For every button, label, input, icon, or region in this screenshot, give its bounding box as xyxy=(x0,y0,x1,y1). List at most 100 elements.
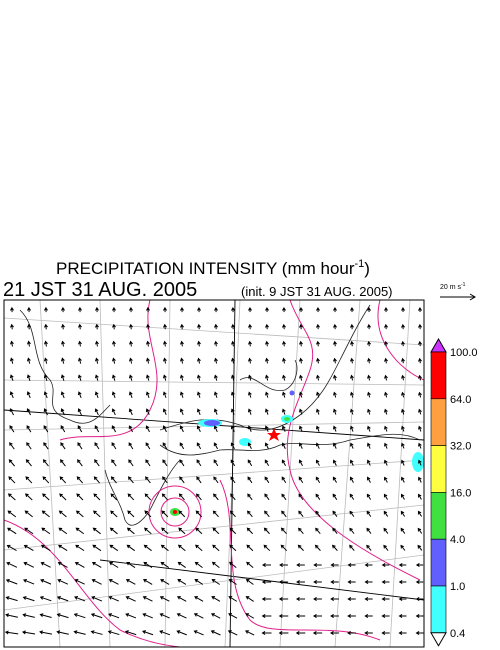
wind-arrow xyxy=(281,425,286,432)
wind-arrow xyxy=(212,510,219,518)
wind-arrow xyxy=(366,459,371,466)
wind-arrow xyxy=(349,544,355,551)
wind-arrow xyxy=(110,493,118,501)
wind-arrow xyxy=(228,578,237,585)
wind-arrow xyxy=(401,340,405,347)
wind-arrow xyxy=(316,374,320,381)
wind-arrow xyxy=(264,459,270,467)
wind-arrow xyxy=(330,580,339,584)
wind-arrow xyxy=(231,306,235,313)
wind-arrow xyxy=(58,510,67,518)
wind-arrow xyxy=(401,442,405,449)
wind-arrow xyxy=(61,340,65,347)
wind-arrow xyxy=(212,544,220,552)
wind-arrow xyxy=(298,442,303,449)
wind-arrow xyxy=(247,442,252,450)
wind-arrow xyxy=(248,374,252,381)
wind-arrow xyxy=(159,613,170,619)
wind-arrow xyxy=(179,408,184,415)
wind-arrow xyxy=(109,561,119,568)
wind-arrow xyxy=(415,631,424,635)
wind-arrow xyxy=(60,391,65,399)
wind-arrow xyxy=(332,527,338,534)
wind-arrow xyxy=(43,391,48,399)
wind-arrow xyxy=(94,391,99,399)
wind-arrow xyxy=(108,578,119,585)
wind-arrow xyxy=(229,510,236,518)
colorbar-label: 16.0 xyxy=(450,487,471,499)
wind-arrow xyxy=(417,510,422,517)
wind-arrow xyxy=(8,459,16,467)
wind-arrow xyxy=(10,340,14,347)
wind-arrow xyxy=(415,597,424,601)
wind-arrow xyxy=(61,323,65,330)
wind-arrow xyxy=(111,374,116,381)
wind-arrow xyxy=(295,614,306,618)
reference-label: 20 m s-1 xyxy=(440,282,466,291)
wind-arrow xyxy=(128,459,134,467)
wind-arrow xyxy=(350,425,354,432)
wind-arrow xyxy=(296,580,305,584)
wind-arrow xyxy=(229,544,237,552)
wind-arrow xyxy=(195,544,203,552)
wind-arrow xyxy=(264,391,269,398)
wind-arrow xyxy=(111,442,117,450)
wind-arrow xyxy=(367,374,371,381)
wind-arrow xyxy=(159,630,171,636)
wind-arrow xyxy=(401,357,405,364)
wind-arrow xyxy=(401,425,405,432)
wind-arrow xyxy=(282,357,286,364)
wind-arrow xyxy=(6,561,18,568)
colorbar-segment xyxy=(430,492,447,540)
wind-arrow xyxy=(25,459,32,467)
wind-arrow xyxy=(315,510,321,518)
wind-arrow xyxy=(9,357,14,364)
wind-arrow xyxy=(60,357,65,364)
wind-arrow xyxy=(315,408,320,415)
wind-arrow xyxy=(400,510,406,517)
wind-arrow xyxy=(163,340,167,347)
reference-exponent: -1 xyxy=(461,282,466,288)
wind-arrow xyxy=(193,613,204,619)
wind-arrow xyxy=(230,476,236,484)
wind-arrow xyxy=(74,596,86,602)
wind-arrow xyxy=(213,493,219,501)
wind-arrow xyxy=(92,527,101,535)
wind-arrow xyxy=(24,510,33,518)
wind-arrow xyxy=(59,493,67,501)
wind-arrow xyxy=(194,561,203,569)
wind-arrow xyxy=(364,597,373,601)
wind-arrow xyxy=(347,631,356,635)
colorbar-label: 1.0 xyxy=(450,581,465,593)
wind-arrow xyxy=(366,493,372,500)
wind-arrow xyxy=(197,323,201,330)
wind-arrow xyxy=(144,493,152,501)
wind-arrow xyxy=(366,442,371,449)
wind-arrow xyxy=(162,476,168,484)
wind-arrow xyxy=(350,374,354,381)
wind-arrow xyxy=(56,596,69,602)
wind-arrow xyxy=(43,442,49,450)
wind-arrow xyxy=(40,578,52,585)
wind-arrow xyxy=(179,442,185,450)
wind-arrow xyxy=(278,580,289,584)
wind-arrow xyxy=(110,510,118,518)
wind-arrow xyxy=(281,493,287,501)
wind-arrow xyxy=(179,425,184,433)
wind-arrow xyxy=(112,306,116,313)
wind-arrow xyxy=(332,425,337,432)
wind-arrow xyxy=(383,510,389,517)
wind-arrow xyxy=(247,391,252,398)
wind-arrow xyxy=(367,340,371,347)
colorbar-label: 4.0 xyxy=(450,534,465,546)
wind-arrow xyxy=(178,527,186,535)
wind-arrow xyxy=(93,476,100,484)
wind-arrow xyxy=(196,442,202,450)
wind-arrow xyxy=(398,563,407,567)
wind-arrow xyxy=(26,442,32,450)
wind-arrow xyxy=(59,459,66,467)
wind-arrow xyxy=(262,563,272,567)
wind-arrow xyxy=(415,563,424,567)
wind-arrow xyxy=(145,408,150,416)
